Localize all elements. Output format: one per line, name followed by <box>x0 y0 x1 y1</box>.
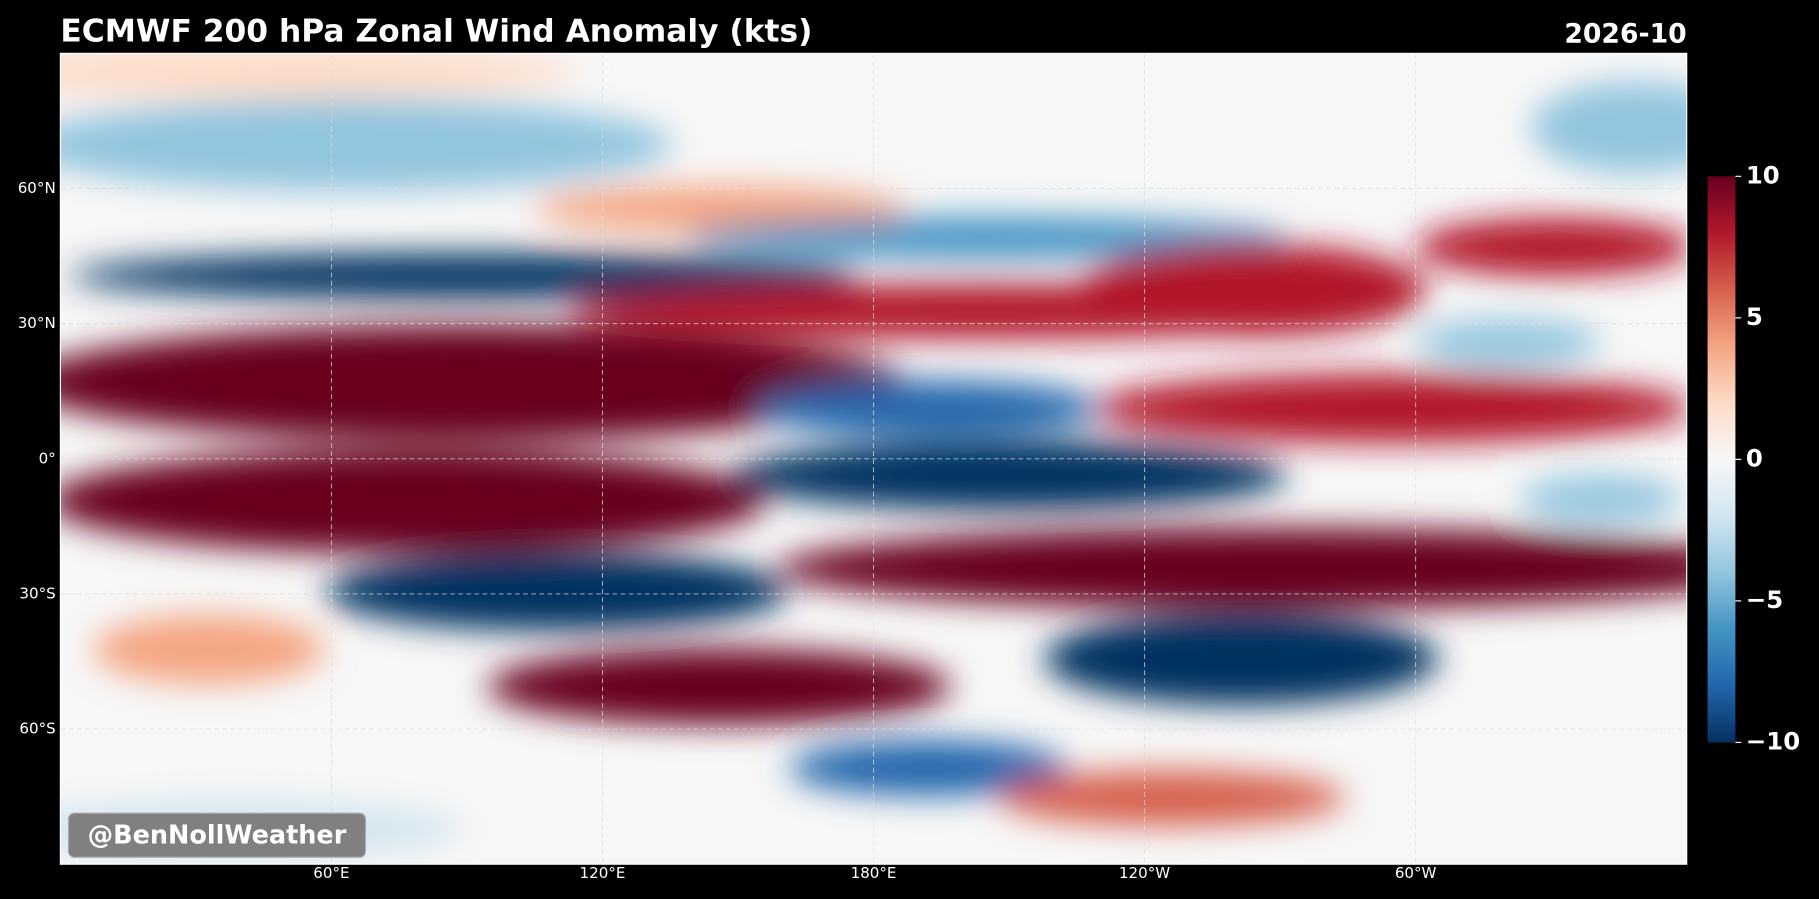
watermark-box <box>67 812 367 858</box>
colorbar-tick-label: −5 <box>1746 585 1783 614</box>
ticks: 60°E 120°E 180°E 120°W 60°W 60°N 30°N 0° 30°S 60°… <box>18 179 1437 882</box>
colorbar-tick-label: 0 <box>1746 443 1763 472</box>
y-tick-label: 30°S <box>19 584 55 602</box>
title: ECMWF 200 hPa Zonal Wind Anomaly (kts) <box>60 13 812 49</box>
x-tick-label: 120°W <box>1119 864 1170 882</box>
anomaly-field <box>60 53 1687 859</box>
x-tick-label: 120°E <box>580 864 626 882</box>
date: 2026-10 <box>1564 18 1686 49</box>
grid <box>60 53 1687 865</box>
map-field <box>60 53 1687 865</box>
y-tick-label: 30°N <box>18 314 56 332</box>
colorbar-ticks: 10 5 0 −5 −10 <box>1735 160 1800 755</box>
y-tick-label: 60°N <box>18 179 56 197</box>
x-tick-label: 60°W <box>1395 864 1437 882</box>
colorbar <box>1707 176 1736 743</box>
watermark: @BenNollWeather <box>88 820 347 850</box>
map-frame <box>59 52 1688 865</box>
x-tick-label: 180°E <box>851 864 897 882</box>
y-tick-label: 60°S <box>19 720 55 738</box>
y-tick-label: 0° <box>39 449 56 467</box>
colorbar-tick-label: 5 <box>1746 302 1763 331</box>
colorbar-tick-label: 10 <box>1746 160 1780 189</box>
x-tick-label: 60°E <box>313 864 349 882</box>
colorbar-tick-label: −10 <box>1746 726 1800 755</box>
